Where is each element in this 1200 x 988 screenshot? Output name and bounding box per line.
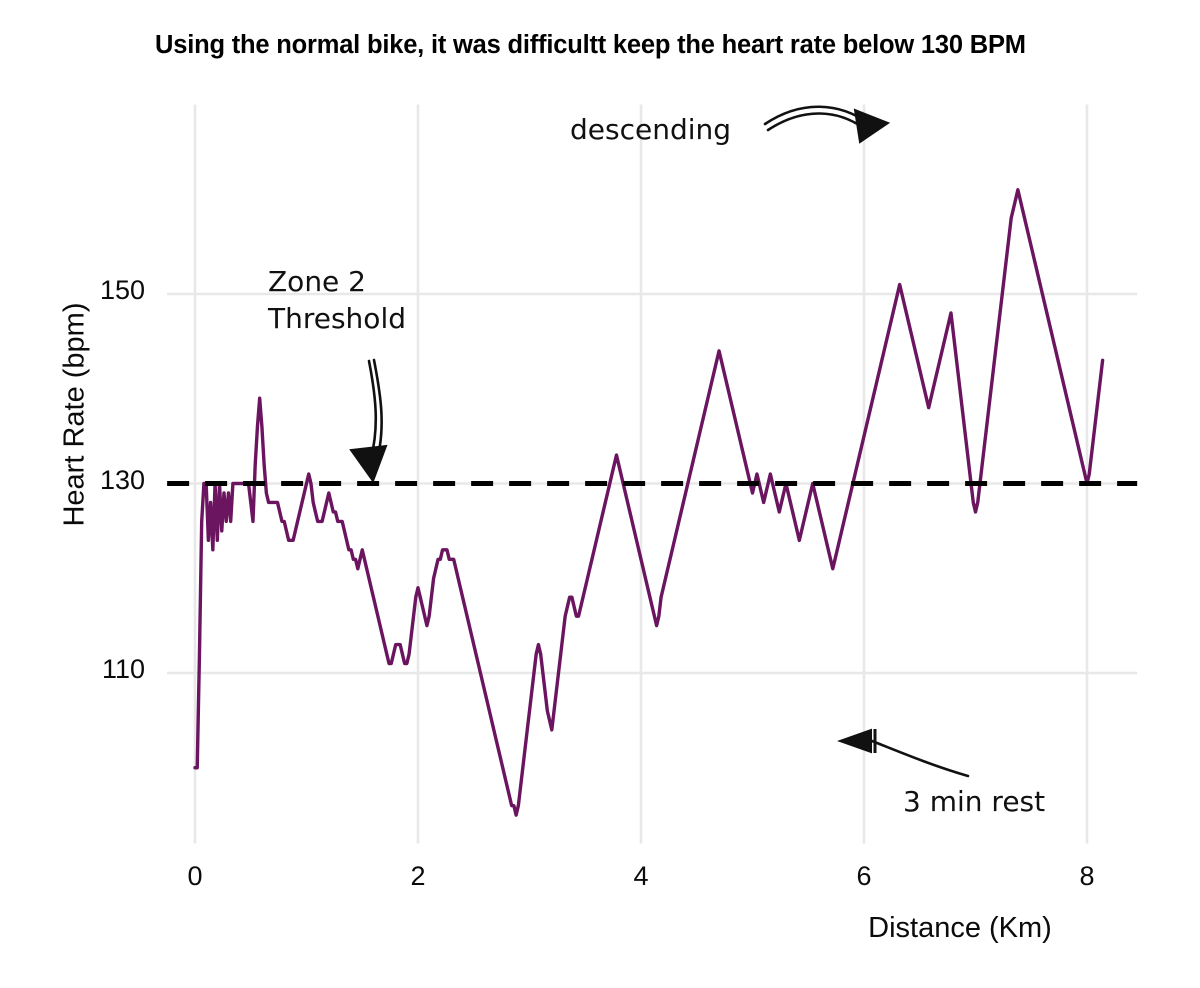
x-tick-4: 4 (633, 861, 649, 891)
annotation-descending: descending (570, 113, 732, 146)
zone2-arrow-icon (349, 358, 388, 484)
chart-title: Using the normal bike, it was difficultt… (155, 31, 1026, 59)
y-tick-110: 110 (101, 654, 145, 684)
gridlines (167, 104, 1138, 844)
x-tick-8: 8 (1079, 861, 1095, 891)
x-tick-0: 0 (187, 861, 203, 891)
x-tick-2: 2 (410, 861, 426, 891)
annotation-3-min-rest: 3 min rest (903, 785, 1046, 818)
y-tick-130: 130 (99, 464, 145, 495)
annotation-zone2-threshold: Zone 2 Threshold (268, 265, 406, 335)
heart-rate-line (193, 188, 1105, 817)
rest-arrow-icon (837, 728, 970, 778)
x-axis-label: Distance (Km) (868, 912, 1052, 944)
x-tick-6: 6 (856, 861, 872, 891)
descending-arrow-icon (763, 105, 891, 144)
y-tick-150: 150 (99, 275, 145, 305)
